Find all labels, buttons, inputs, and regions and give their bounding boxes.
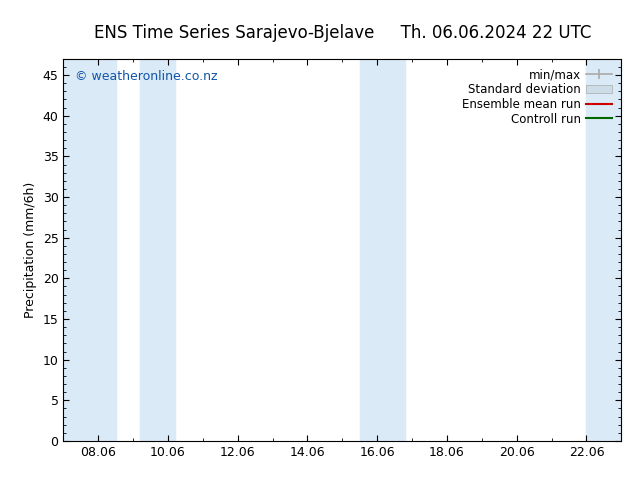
Bar [586,59,621,441]
Bar [63,59,115,441]
Bar [140,59,175,441]
Y-axis label: Precipitation (mm/6h): Precipitation (mm/6h) [24,182,37,318]
Text: © weatheronline.co.nz: © weatheronline.co.nz [75,70,217,83]
Bar [360,59,405,441]
Text: ENS Time Series Sarajevo-Bjelave     Th. 06.06.2024 22 UTC: ENS Time Series Sarajevo-Bjelave Th. 06.… [94,24,591,43]
Legend: min/max, Standard deviation, Ensemble mean run, Controll run: min/max, Standard deviation, Ensemble me… [459,65,616,129]
